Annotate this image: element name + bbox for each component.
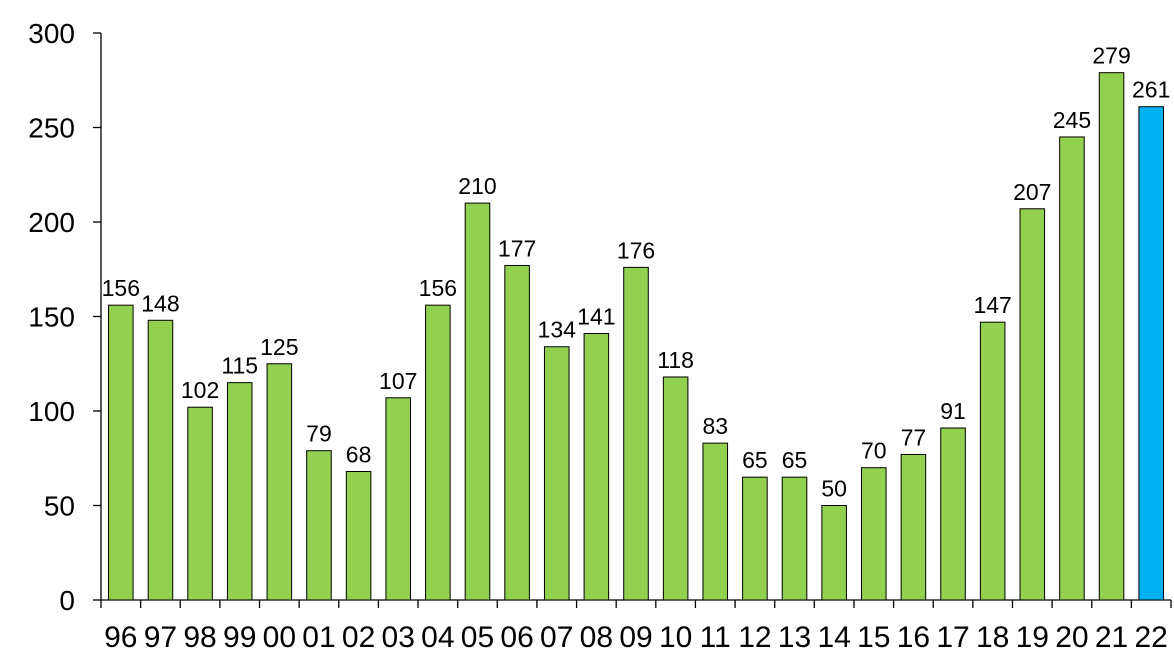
bar [702, 442, 729, 601]
bar [1138, 106, 1164, 601]
bar [345, 470, 372, 601]
bar [900, 453, 927, 601]
bar [781, 476, 808, 601]
data-label: 148 [141, 290, 179, 316]
x-tick-label: 00 [263, 621, 296, 651]
bar [860, 467, 887, 601]
x-tick-label: 99 [223, 621, 256, 651]
y-tick-label: 100 [28, 396, 75, 427]
x-tick-label: 05 [461, 621, 494, 651]
data-label: 65 [742, 447, 768, 473]
data-label: 125 [260, 334, 298, 360]
bar [464, 202, 491, 601]
bar [940, 427, 966, 601]
bar [583, 333, 610, 601]
bar [742, 476, 768, 601]
x-tick-label: 96 [104, 621, 137, 651]
x-tick-label: 09 [619, 621, 652, 651]
bar [1019, 208, 1046, 601]
x-tick-label: 10 [659, 621, 692, 651]
bar [504, 264, 530, 601]
bars [108, 72, 1164, 601]
x-tick-label: 19 [1016, 621, 1049, 651]
data-label: 115 [221, 353, 258, 379]
x-tick-label: 07 [540, 621, 573, 651]
bar [623, 266, 649, 601]
data-label: 83 [702, 413, 728, 439]
data-label: 177 [498, 235, 536, 261]
bar [306, 450, 332, 601]
x-tick-label: 13 [778, 621, 811, 651]
x-tick-label: 17 [936, 621, 969, 651]
data-label: 156 [419, 275, 457, 301]
y-tick-label: 300 [28, 18, 75, 49]
data-label: 102 [181, 377, 219, 403]
x-tick-label: 15 [857, 621, 890, 651]
bar [543, 346, 570, 601]
data-label: 107 [379, 368, 417, 394]
y-tick-label: 250 [28, 113, 75, 144]
bar [266, 363, 293, 601]
bar [979, 321, 1006, 601]
data-label: 156 [102, 275, 140, 301]
x-tick-label: 97 [144, 621, 177, 651]
data-label: 118 [657, 347, 694, 373]
y-tick-label: 50 [44, 491, 75, 522]
data-label: 79 [306, 421, 332, 447]
x-tick-label: 11 [700, 621, 731, 651]
bar [147, 319, 174, 601]
data-label: 50 [821, 476, 847, 502]
bar [425, 304, 451, 601]
data-label: 65 [782, 447, 808, 473]
x-tick-label: 18 [976, 621, 1009, 651]
data-label: 134 [538, 317, 577, 343]
x-tick-label: 98 [183, 621, 216, 651]
data-label: 147 [973, 292, 1011, 318]
x-tick-label: 06 [500, 621, 533, 651]
axes: 0 50 100 150 200 250 300 96 97 98 99 00 01 02 03 04 05 06… [28, 18, 1172, 654]
bar [1059, 136, 1085, 601]
x-tick-label: 03 [382, 621, 415, 651]
data-label: 68 [346, 441, 372, 467]
data-label: 245 [1053, 107, 1091, 133]
data-label: 91 [940, 398, 966, 424]
bar [385, 397, 412, 601]
bar [108, 304, 134, 601]
x-tick-label: 20 [1055, 621, 1088, 651]
data-label: 279 [1092, 43, 1130, 69]
y-tick-label: 200 [28, 207, 75, 238]
data-label: 70 [861, 438, 887, 464]
x-tick-label: 16 [897, 621, 930, 651]
x-tick-label: 02 [342, 621, 375, 651]
x-tick-label: 08 [580, 621, 613, 651]
y-tick-label: 150 [28, 302, 75, 333]
x-tick-label: 14 [817, 621, 850, 651]
bar [1098, 72, 1125, 601]
bar [226, 382, 253, 601]
bar [821, 505, 847, 601]
x-tick-label: 21 [1095, 621, 1128, 651]
data-labels: 1561481021151257968107156210177134141176… [102, 43, 1171, 502]
data-label: 207 [1013, 179, 1051, 205]
x-tick-label: 22 [1134, 621, 1167, 651]
x-tick-label: 04 [421, 621, 454, 651]
x-tick-label: 01 [302, 621, 335, 651]
data-label: 77 [901, 424, 927, 450]
data-label: 176 [617, 237, 655, 263]
bar [662, 376, 689, 601]
x-tick-label: 12 [738, 621, 771, 651]
data-label: 141 [577, 304, 615, 330]
data-label: 210 [458, 173, 496, 199]
bar [187, 406, 213, 601]
y-tick-label: 0 [59, 585, 75, 616]
data-label: 261 [1132, 77, 1170, 103]
